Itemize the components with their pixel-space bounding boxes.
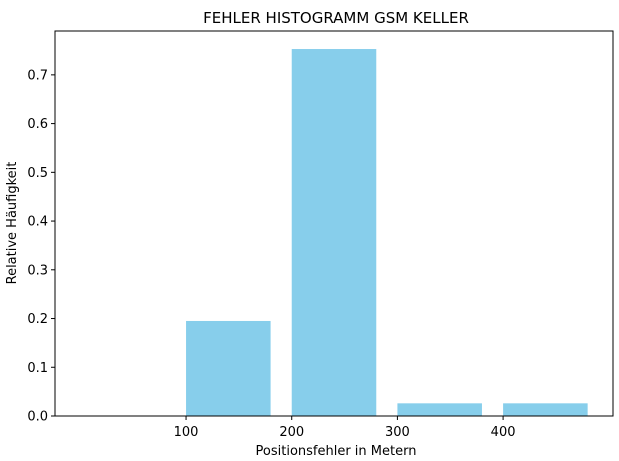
histogram-bar-1 [186, 320, 271, 416]
plot-area [186, 49, 588, 416]
y-tick-label: 0.3 [27, 263, 48, 278]
y-tick-label: 0.1 [27, 361, 48, 376]
plot-frame [54, 30, 614, 417]
y-tick-label: 0.6 [27, 117, 48, 132]
x-axis-label: Positionsfehler in Metern [256, 444, 417, 459]
y-tick-label: 0.0 [27, 410, 48, 425]
x-tick-label: 100 [174, 425, 199, 440]
histogram-bar-2 [291, 49, 377, 416]
chart-title: FEHLER HISTOGRAMM GSM KELLER [203, 9, 469, 27]
x-tick-label: 200 [279, 425, 304, 440]
y-tick-label: 0.5 [27, 166, 48, 181]
y-tick-label: 0.4 [27, 215, 48, 230]
y-axis: 0.0 0.1 0.2 0.3 0.4 0.5 0.6 0.7 [27, 68, 55, 425]
x-tick-label: 300 [385, 425, 410, 440]
x-tick-label: 400 [491, 425, 516, 440]
histogram-bar-4 [503, 403, 588, 416]
y-axis-label: Relative Häufigkeit [5, 162, 20, 285]
histogram-bar-3 [397, 403, 482, 416]
y-tick-label: 0.7 [27, 68, 48, 83]
x-axis: 100 200 300 400 [174, 416, 516, 440]
y-tick-label: 0.2 [27, 312, 48, 327]
